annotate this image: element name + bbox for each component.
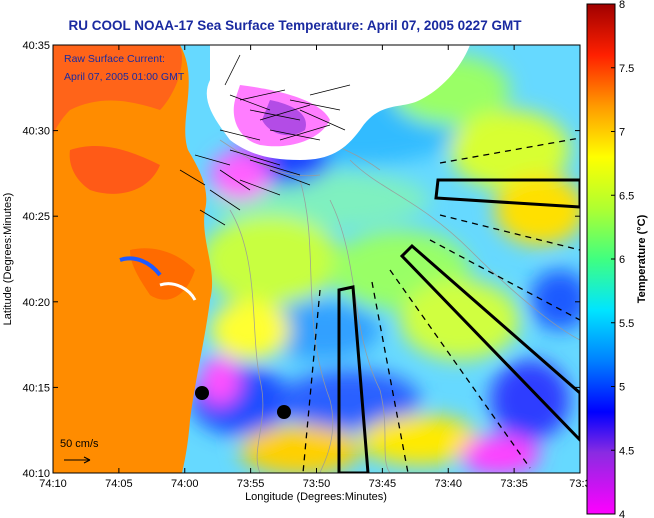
colorbar-tick-label: 6 [619,254,625,266]
current-time: April 07, 2005 01:00 GMT [64,71,185,83]
y-axis-ticks: 40:35 40:30 40:25 40:20 40:15 40:10 [22,40,580,480]
colorbar-tick-label: 5.5 [619,318,634,330]
y-tick-label: 40:20 [22,297,50,309]
colorbar-tick-label: 6.5 [619,190,634,202]
cloud-mask [206,45,471,160]
x-tick-label: 73:50 [303,478,331,490]
x-tick-label: 73:45 [369,478,397,490]
x-axis-ticks: 74:10 74:05 74:00 73:55 73:50 73:45 73:40 73:35… [39,45,591,490]
scale-arrow [64,456,91,464]
current-vectors [179,54,351,226]
colorbar-tick-label: 4 [619,509,625,518]
current-label: Raw Surface Current: [64,53,165,65]
buoy-marker [195,386,209,400]
y-tick-label: 40:25 [22,211,50,223]
colorbar-tick-label: 4.5 [619,445,634,457]
y-tick-label: 40:15 [22,382,50,394]
x-tick-label: 73:35 [500,478,528,490]
colorbar [586,3,616,515]
x-tick-label: 74:10 [39,478,67,490]
colorbar-label: Temperature (°C) [636,214,648,303]
x-axis-label: Longitude (Degrees:Minutes) [245,491,387,503]
x-tick-label: 73:3 [569,478,590,490]
land-mass [53,45,213,473]
colorbar-tick-label: 5 [619,382,625,394]
x-tick-label: 74:05 [105,478,133,490]
survey-lines [302,137,580,473]
colorbar-tick-label: 7.5 [619,63,634,75]
y-tick-label: 40:35 [22,40,50,52]
y-axis-label: Latitude (Degrees:Minutes) [2,193,14,326]
colorbar-ticks: 8 7.5 7 6.5 6 5.5 5 4.5 4 [611,0,634,518]
x-tick-label: 73:40 [434,478,462,490]
map-title: RU COOL NOAA-17 Sea Surface Temperature:… [68,18,522,33]
x-tick-label: 73:55 [237,478,265,490]
y-tick-label: 40:30 [22,126,50,138]
colorbar-tick-label: 7 [619,127,625,139]
y-tick-label: 40:10 [22,468,50,480]
buoy-marker [277,405,291,419]
colorbar-tick-label: 8 [619,0,625,11]
scale-label: 50 cm/s [60,438,99,450]
x-tick-label: 74:00 [171,478,199,490]
